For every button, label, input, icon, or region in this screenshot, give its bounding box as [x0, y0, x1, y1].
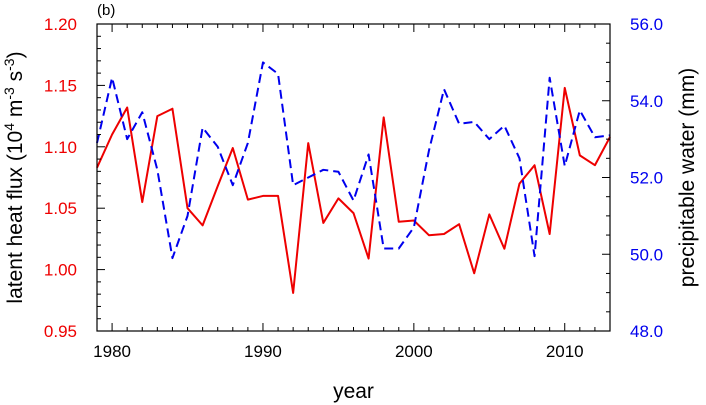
series-layer — [96, 61, 611, 294]
y-axis-right-title: precipitable water (mm) — [676, 68, 699, 287]
x-tick-label: 1990 — [244, 342, 282, 361]
y-left-title-sup2: -3 — [1, 87, 17, 100]
y-left-title-mid2: s — [4, 71, 27, 87]
y-right-tick-label: 52.0 — [630, 169, 663, 188]
x-axis-title: year — [333, 380, 374, 403]
plot-frame — [96, 23, 611, 332]
x-axis: 1980 1990 2000 2010 — [93, 24, 611, 361]
y-left-tick-label: 0.95 — [44, 322, 77, 341]
y-left-title-sup3: -3 — [1, 58, 17, 71]
y-axis-left-title: latent heat flux (104 m-3 s-3) — [1, 51, 27, 303]
y-left-title-main: latent heat flux (10 — [4, 131, 27, 304]
x-tick-label: 2000 — [395, 342, 433, 361]
y-left-tick-label: 1.20 — [44, 15, 77, 34]
y-left-title-mid1: m — [4, 100, 27, 123]
y-left-title-sup1: 4 — [1, 123, 17, 131]
y-left-title-end: ) — [4, 51, 27, 58]
panel-label: (b) — [97, 2, 115, 19]
y-left-tick-label: 1.10 — [44, 138, 77, 157]
latent-heat-flux-series-line — [96, 86, 611, 294]
y-axis-left: 0.95 1.00 1.05 1.10 1.15 1.20 — [44, 15, 105, 341]
y-left-tick-label: 1.05 — [44, 199, 77, 218]
y-right-tick-label: 50.0 — [630, 245, 663, 264]
x-tick-label: 1980 — [93, 342, 131, 361]
x-tick-label: 2010 — [546, 342, 584, 361]
precipitable-water-series-line — [96, 61, 611, 260]
y-axis-right: 48.0 50.0 52.0 54.0 56.0 — [602, 15, 663, 341]
y-right-tick-label: 54.0 — [630, 92, 663, 111]
y-right-tick-label: 56.0 — [630, 15, 663, 34]
y-left-tick-label: 1.00 — [44, 261, 77, 280]
y-right-tick-label: 48.0 — [630, 322, 663, 341]
y-left-tick-label: 1.15 — [44, 76, 77, 95]
